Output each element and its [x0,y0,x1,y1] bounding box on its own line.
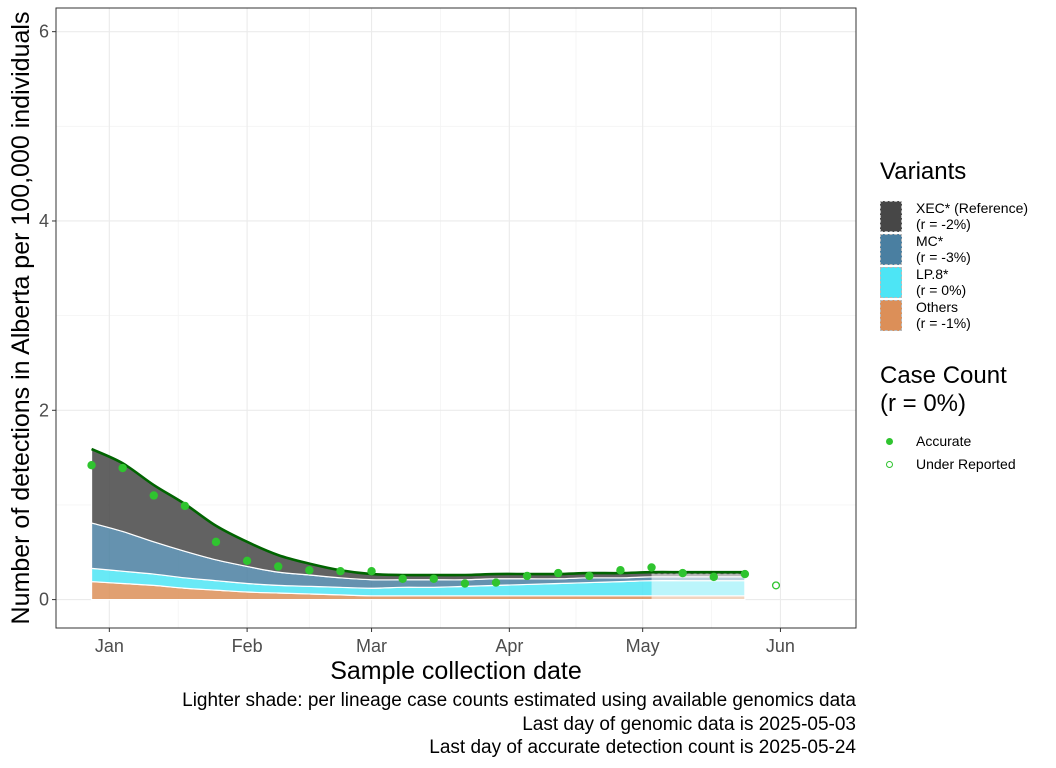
estimated-shade [651,573,745,600]
accurate-point [554,568,563,578]
accurate-point [118,463,127,473]
caption-line-3: Last day of accurate detection count is … [429,737,856,758]
variants-legend-items: XEC* (Reference) (r = -2%) MC* (r = -3%) LP.… [880,200,1028,332]
accurate-point [678,568,687,578]
minor-grid [56,8,856,628]
accurate-point [305,566,314,575]
y-tick-label: 2 [39,400,49,420]
lighter-shade-overlay [651,574,745,600]
variants-legend: Variants XEC* (Reference) (r = -2%) MC* (r … [880,158,1028,332]
accurate-point [180,501,190,511]
legend-swatch-icon [880,267,902,298]
case-count-legend: Case Count (r = 0%) Accurate Under Repor… [880,362,1016,478]
x-axis-title: Sample collection date [330,657,582,685]
case-count-legend-title: Case Count [880,362,1007,389]
legend-swatch-icon [880,201,902,232]
legend-item-accurate: Accurate [880,432,1007,455]
case-count-legend-subtitle: (r = 0%) [880,390,967,417]
legend-swatch-icon [880,234,902,265]
accurate-point [460,579,470,588]
caption-line-1: Lighter shade: per lineage case counts e… [182,690,856,711]
x-tick-label: Mar [356,636,387,656]
legend-label-name: LP.8* [916,266,949,282]
accurate-point [709,572,718,582]
plot-border [55,7,857,629]
variants-legend-title: Variants [880,158,967,185]
x-tick-label: Feb [232,636,263,656]
legend-item-variant: Others (r = -1%) [880,299,971,332]
x-axis-ticks: Jan Feb Mar Apr May Jun [95,628,795,656]
accurate-point [211,537,221,547]
accurate-point [367,567,376,576]
y-axis-title: Number of detections in Alberta per 100,… [7,12,35,625]
accurate-point [740,569,750,579]
accurate-dot-icon [886,438,893,445]
accurate-point [398,574,407,583]
under-reported-circle-icon [886,461,893,468]
accurate-point [242,556,252,565]
accurate-point [522,571,532,581]
accurate-point [616,566,625,575]
under-reported-point [771,581,781,590]
legend-label: LP.8* (r = 0%) [916,266,966,298]
accurate-point [336,567,345,576]
legend-label-name: MC* [916,233,944,249]
y-axis-ticks: 0 2 4 6 [39,22,56,610]
legend-label-r: (r = 0%) [916,282,967,298]
case-count-points [87,460,781,590]
legend-item-variant: MC* (r = -3%) [880,233,971,266]
x-tick-label: May [626,636,660,656]
legend-label-name: Others [916,299,959,315]
legend-label-r: (r = -2%) [916,216,971,232]
accurate-point [429,574,438,583]
accurate-point [149,491,158,500]
legend-label: XEC* (Reference) (r = -2%) [916,200,1028,232]
y-tick-label: 0 [39,590,49,610]
legend-item-under-reported: Under Reported [880,455,1016,478]
x-tick-label: Apr [495,636,523,656]
accurate-point [87,460,96,470]
accurate-point [491,578,501,587]
y-tick-label: 6 [39,22,49,42]
legend-label-name: XEC* (Reference) [916,200,1029,216]
legend-label: MC* (r = -3%) [916,233,971,265]
legend-label: Others (r = -1%) [916,299,971,331]
legend-label-r: (r = -3%) [916,249,971,265]
accurate-point [647,563,656,572]
x-tick-label: Jan [95,636,124,656]
x-tick-label: Jun [766,636,795,656]
caption-line-2: Last day of genomic data is 2025-05-03 [522,714,856,735]
accurate-point [274,562,283,571]
legend-item-variant: LP.8* (r = 0%) [880,266,966,299]
legend-label-under-reported: Under Reported [916,456,1016,472]
legend-label-accurate: Accurate [916,433,972,449]
total-curve [91,447,745,577]
accurate-point [585,571,594,581]
total-curve-line [91,447,745,577]
legend-swatch-icon [880,300,902,331]
y-tick-label: 4 [39,211,49,231]
legend-label-r: (r = -1%) [916,315,971,331]
legend-item-variant: XEC* (Reference) (r = -2%) [880,200,1028,233]
